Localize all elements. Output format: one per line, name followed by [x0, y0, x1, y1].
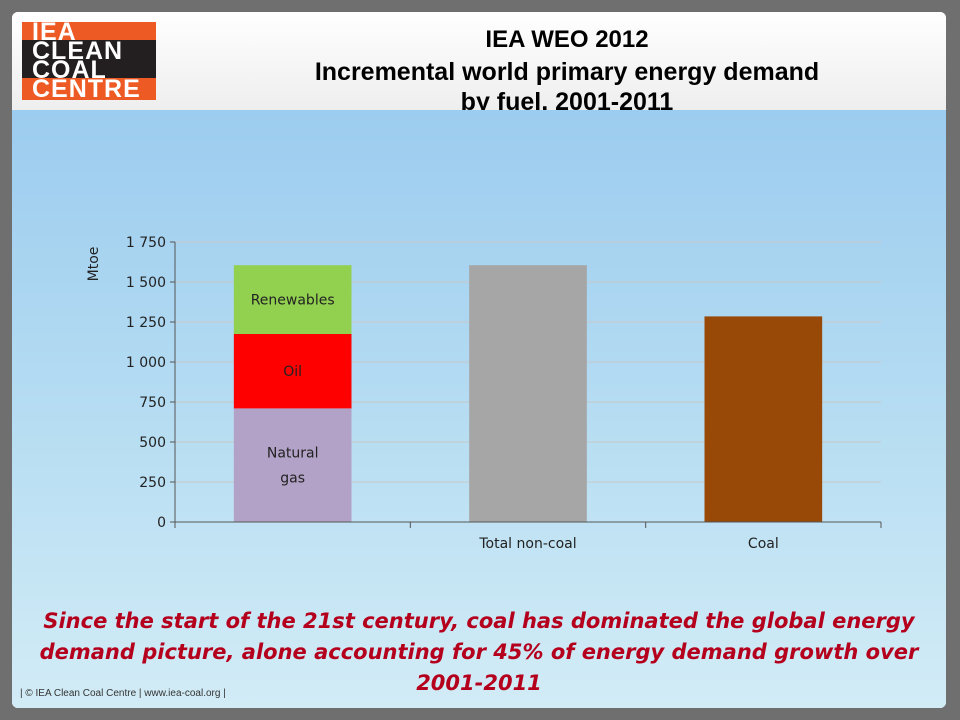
- y-tick-label: 1 250: [126, 315, 166, 331]
- x-category-label: Total non-coal: [478, 536, 576, 552]
- slide-title-line-1: IEA WEO 2012: [485, 26, 649, 53]
- segment-label: Natural: [267, 446, 319, 462]
- slide-footer: | © IEA Clean Coal Centre | www.iea-coal…: [20, 688, 226, 699]
- slide: IEA CLEAN COAL CENTRE IEA WEO 2012 Incre…: [12, 12, 946, 708]
- y-tick-label: 500: [139, 435, 166, 451]
- y-tick-label: 1 500: [126, 275, 166, 291]
- bar-segment: [233, 265, 352, 334]
- y-tick-label: 1 750: [126, 235, 166, 251]
- y-axis-title: Mtoe: [86, 247, 102, 282]
- iea-clean-coal-centre-logo: IEA CLEAN COAL CENTRE: [22, 20, 156, 102]
- x-category-label: Coal: [748, 536, 779, 552]
- y-tick-label: 1 000: [126, 355, 166, 371]
- y-tick-label: 250: [139, 475, 166, 491]
- slide-title-line-2: Incremental world primary energy demand: [314, 58, 820, 86]
- segment-label: Oil: [283, 364, 302, 380]
- bar-chart: 0 250 500 750 1 000 1 250 1 500 1 750 Mtoe Natura…: [86, 235, 882, 552]
- y-tick-label: 0: [157, 515, 166, 531]
- y-tick-label: 750: [139, 395, 166, 411]
- segment-label: gas: [280, 471, 305, 487]
- segment-label: Renewables: [251, 293, 335, 309]
- bar-segment: [233, 408, 352, 522]
- bar-segment: [469, 265, 587, 522]
- bar-segment: [704, 316, 823, 522]
- slide-header: IEA CLEAN COAL CENTRE IEA WEO 2012 Incre…: [12, 12, 946, 116]
- bar-segment: [233, 334, 352, 409]
- slide-caption: Since the start of the 21st century, coa…: [39, 609, 919, 695]
